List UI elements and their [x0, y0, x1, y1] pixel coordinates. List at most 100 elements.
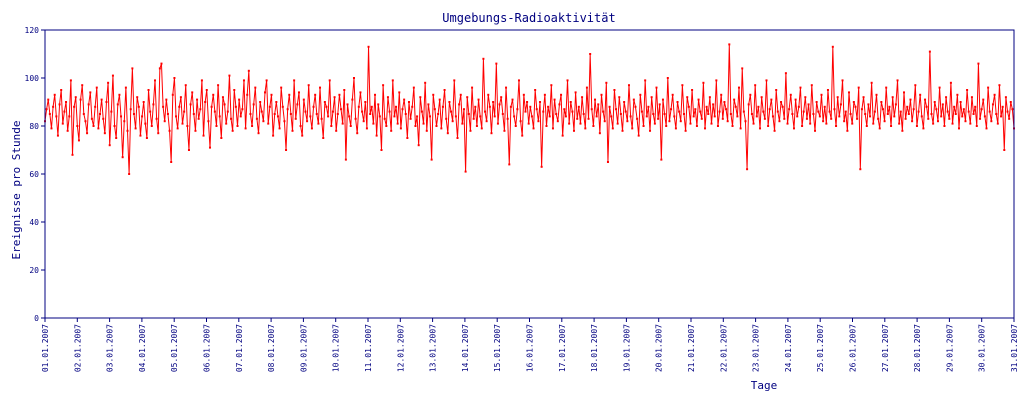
data-point [330, 125, 333, 127]
x-tick-label: 13.01.2007 [429, 324, 438, 372]
data-point [450, 110, 453, 113]
data-point [479, 115, 482, 118]
data-point [694, 108, 697, 111]
data-point [351, 98, 354, 101]
data-point [670, 108, 673, 111]
data-point [995, 113, 998, 115]
data-point [380, 149, 383, 151]
x-tick-label: 24.01.2007 [784, 324, 793, 372]
data-point [919, 93, 922, 96]
data-point [498, 103, 501, 106]
data-point [917, 110, 920, 113]
data-point [594, 98, 597, 101]
data-point [718, 110, 721, 113]
data-point [508, 163, 511, 166]
data-point [294, 117, 297, 120]
data-point [419, 96, 422, 99]
data-point [302, 98, 305, 101]
data-point [196, 98, 199, 101]
data-point [776, 110, 779, 113]
data-point [784, 72, 787, 75]
data-point [721, 117, 724, 120]
data-point [124, 86, 127, 89]
data-point [524, 110, 527, 113]
data-point [749, 93, 752, 96]
data-point [661, 98, 664, 101]
data-point [582, 113, 585, 115]
data-point [844, 110, 847, 113]
data-point [102, 117, 105, 120]
data-point [951, 122, 954, 125]
data-point [666, 77, 669, 79]
data-point [213, 110, 216, 113]
data-point [540, 165, 543, 168]
data-point [686, 96, 689, 99]
data-point [564, 115, 567, 118]
data-point [584, 127, 587, 130]
data-point [771, 115, 774, 118]
data-point [998, 84, 1001, 87]
data-point [267, 122, 270, 125]
data-point [505, 86, 508, 89]
data-point [875, 93, 878, 96]
data-point [705, 105, 708, 108]
y-ticks: 0 20 40 60 80 100 120 [25, 26, 45, 323]
data-point [731, 125, 734, 127]
data-point [831, 45, 834, 48]
data-point [76, 125, 79, 127]
data-point [632, 98, 635, 101]
data-point [401, 108, 404, 111]
data-point [759, 127, 762, 130]
data-point [477, 98, 480, 101]
data-point [398, 91, 401, 94]
data-point [715, 79, 718, 82]
data-point [970, 96, 973, 99]
data-point [344, 158, 347, 161]
data-point [385, 125, 388, 127]
x-tick-label: 08.01.2007 [267, 324, 276, 372]
data-point [86, 132, 89, 135]
data-point [103, 132, 106, 135]
data-point [702, 81, 705, 84]
data-point [77, 139, 80, 142]
data-point [424, 81, 427, 84]
data-point [293, 79, 296, 82]
data-point [563, 108, 566, 111]
data-point [291, 129, 294, 132]
data-point [341, 122, 344, 125]
data-point [838, 115, 841, 118]
data-point [545, 125, 548, 127]
data-point [346, 103, 349, 106]
data-point [739, 127, 742, 130]
y-tick-label: 20 [29, 266, 39, 275]
data-point [307, 84, 310, 87]
data-point [619, 113, 622, 115]
data-point [742, 110, 745, 113]
data-point [527, 122, 530, 125]
data-point [684, 129, 687, 132]
data-point [975, 125, 978, 127]
data-point [475, 125, 478, 127]
data-point [448, 101, 451, 103]
data-point [818, 115, 821, 118]
data-point [247, 69, 250, 72]
data-point [547, 105, 550, 108]
data-point [340, 108, 343, 111]
x-tick-label: 11.01.2007 [364, 324, 373, 372]
data-point [820, 93, 823, 96]
data-point [111, 74, 114, 77]
data-point [846, 129, 849, 132]
data-point [560, 93, 563, 96]
data-point [493, 115, 496, 118]
data-point [909, 98, 912, 101]
data-point [700, 117, 703, 120]
data-point [631, 127, 634, 130]
data-point [149, 110, 152, 113]
data-point [867, 103, 870, 106]
data-point [325, 105, 328, 108]
data-point [561, 134, 564, 137]
data-point [556, 120, 559, 123]
data-point [375, 134, 378, 137]
data-point [522, 93, 525, 96]
